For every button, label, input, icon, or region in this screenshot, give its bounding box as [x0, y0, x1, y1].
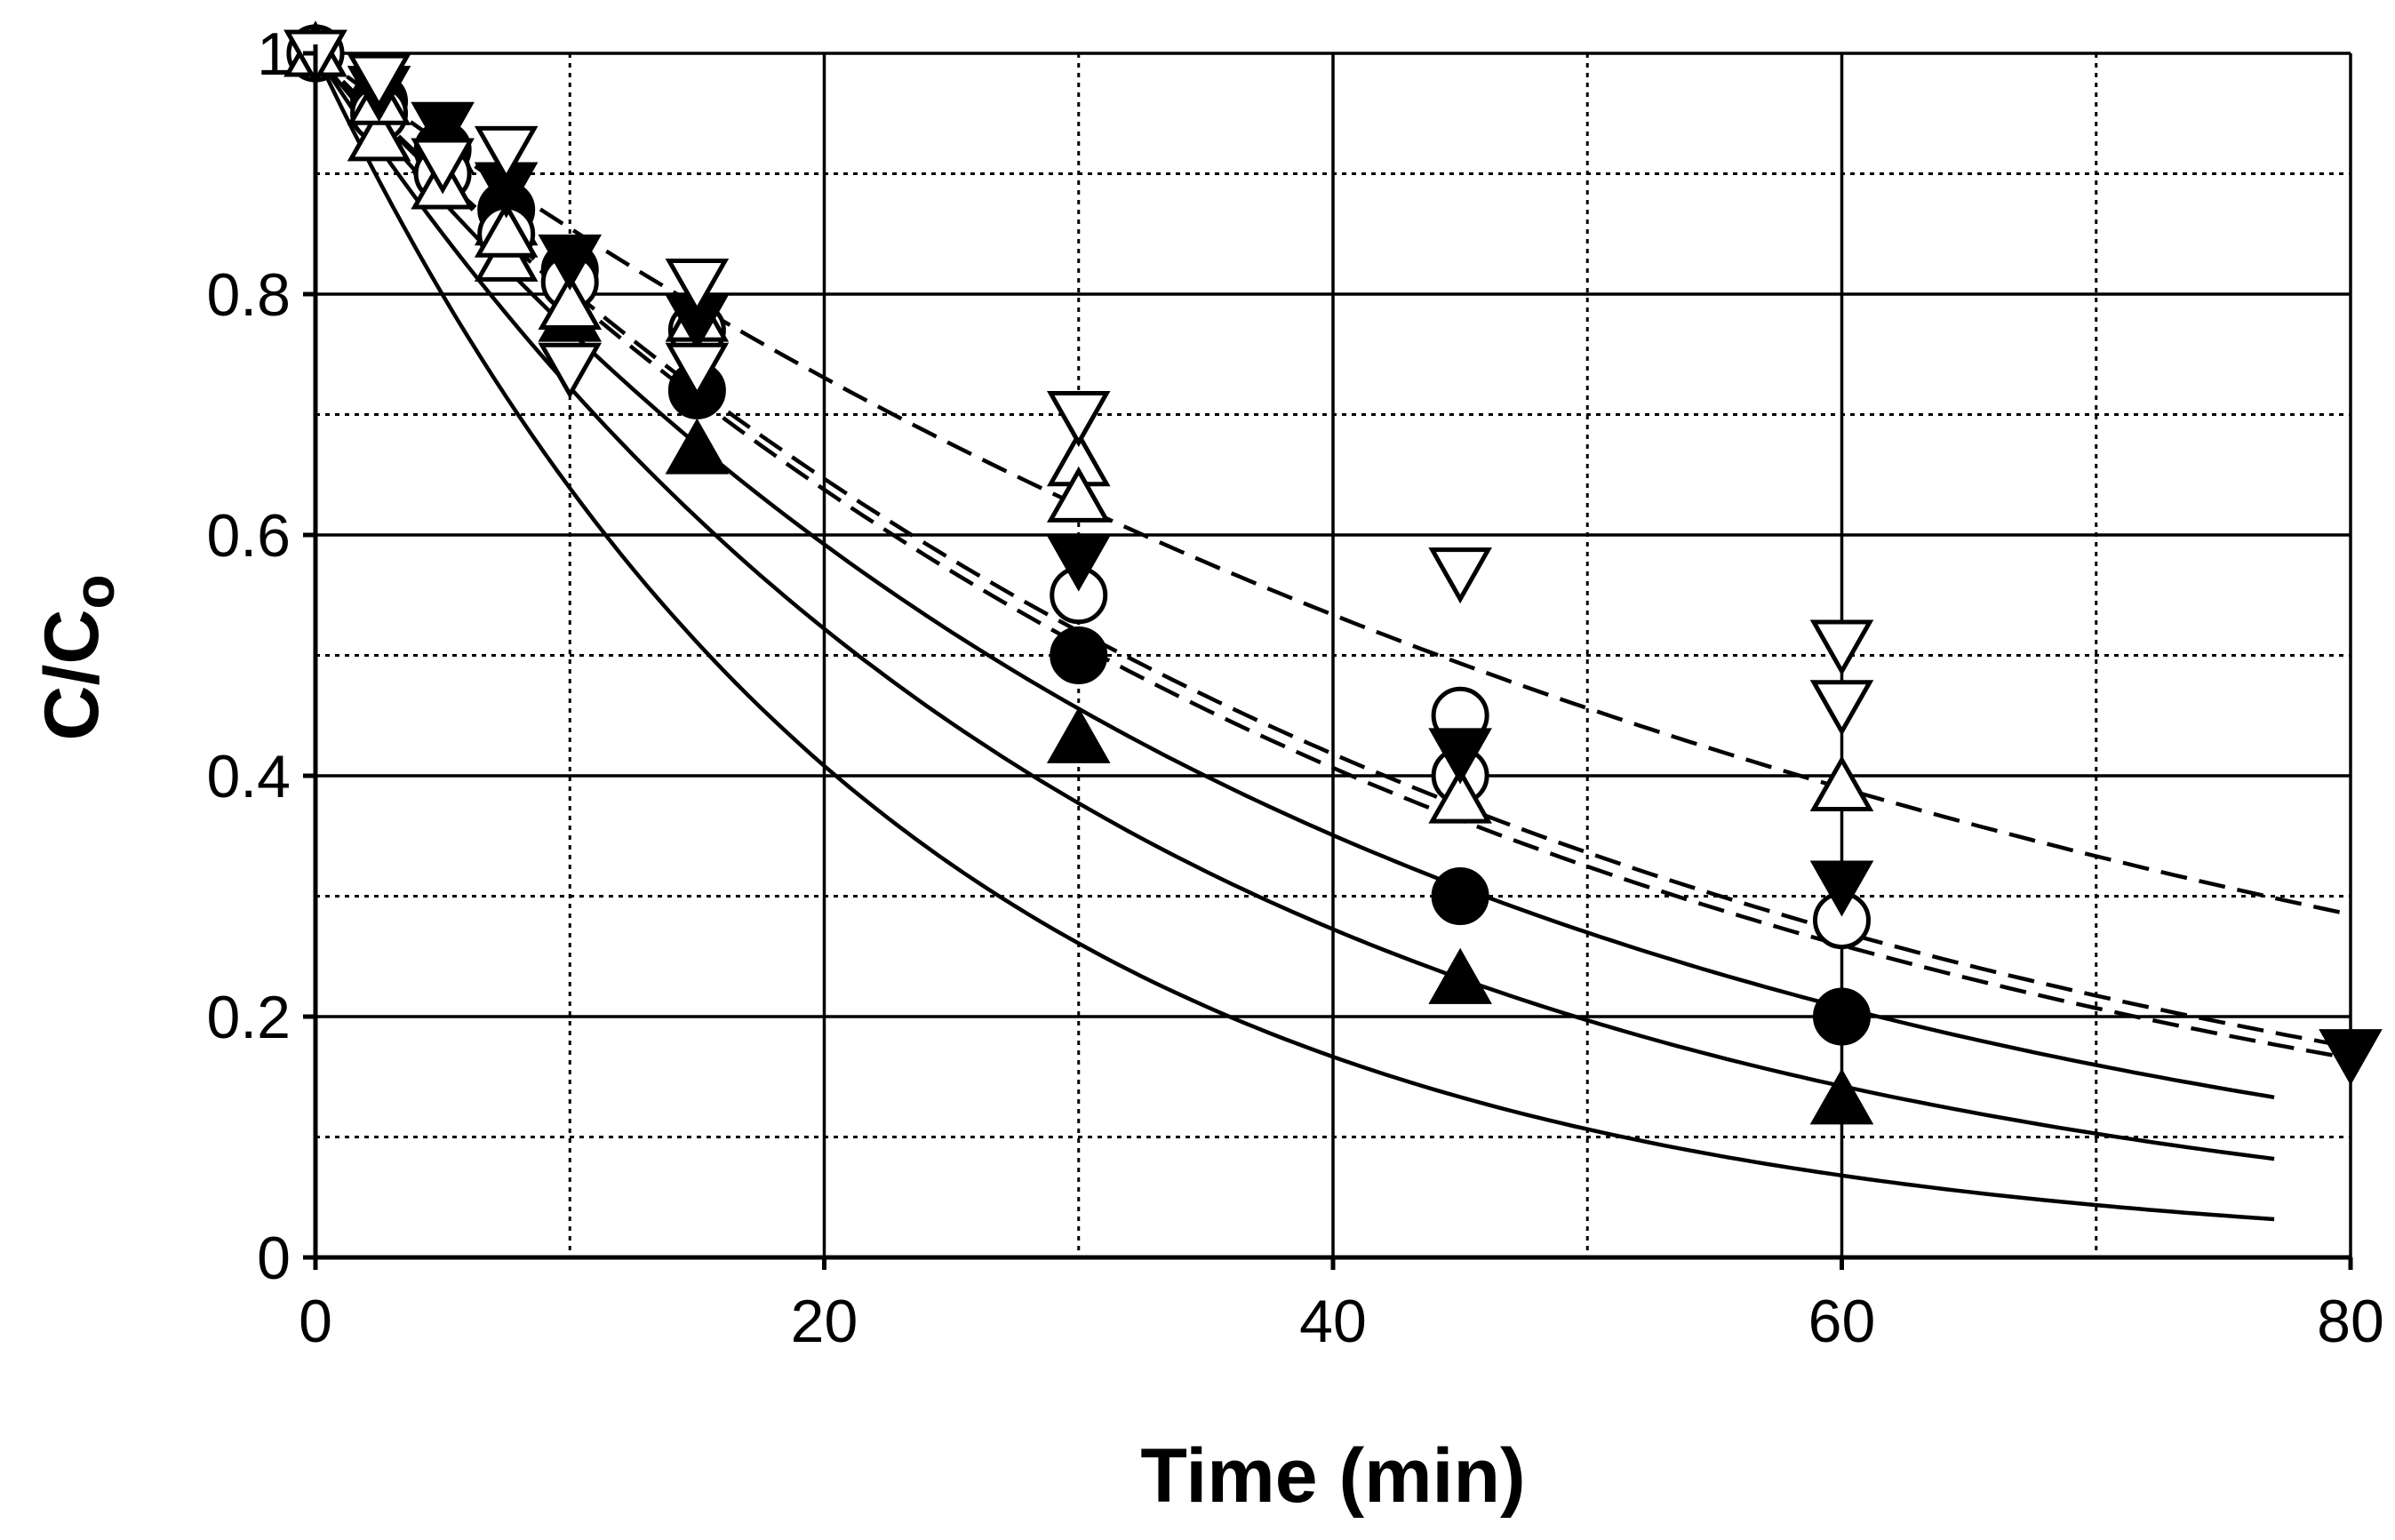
marker-open-triangle-down: [1809, 619, 1874, 676]
x-axis-title: Time (min): [1140, 1433, 1525, 1519]
y-tick-label: 1: [257, 20, 291, 88]
marker-filled-triangle-up: [1809, 1068, 1874, 1125]
fit-curve-solid: [314, 52, 2275, 1161]
marker-filled-triangle-down: [2319, 1029, 2383, 1086]
marker-open-triangle-down: [347, 53, 411, 110]
x-tick-label: 80: [2317, 1288, 2384, 1355]
marker-filled-triangle-down: [411, 101, 475, 158]
y-tick-label: 0.4: [206, 743, 291, 810]
marker-open-triangle-down: [665, 258, 730, 315]
x-tick-label: 60: [1808, 1288, 1876, 1355]
y-axis-title-subscript: o: [62, 574, 126, 609]
marker-open-triangle-down: [411, 138, 475, 195]
marker-filled-circle: [1050, 626, 1108, 684]
marker-filled-circle: [1813, 987, 1871, 1046]
marker-open-triangle-up: [1046, 466, 1111, 523]
y-tick-label: 0: [257, 1225, 291, 1292]
marker-open-triangle-down: [665, 342, 730, 399]
marker-open-triangle-down: [1809, 680, 1874, 737]
marker-filled-triangle-down: [1046, 535, 1111, 592]
y-tick-label: 0.6: [206, 502, 291, 570]
marker-filled-triangle-down: [538, 234, 603, 291]
y-tick-label: 0.8: [206, 261, 291, 329]
fit-curve-solid: [314, 52, 2275, 1100]
fit-curve-dashed: [314, 52, 2351, 1049]
fit-curve-solid: [313, 52, 2275, 1222]
marker-filled-triangle-down: [1809, 860, 1874, 917]
marker-filled-triangle-up: [665, 418, 730, 475]
fit-curve-dashed: [314, 52, 2351, 1061]
x-tick-label: 0: [299, 1288, 332, 1355]
y-axis-title-main: C/C: [29, 609, 115, 740]
marker-filled-triangle-down: [1428, 728, 1492, 785]
marker-open-triangle-down: [1428, 547, 1492, 604]
y-tick-label: 0.2: [206, 984, 291, 1051]
marker-open-triangle-up: [474, 201, 539, 258]
marker-open-triangle-up: [538, 273, 603, 331]
x-tick-label: 40: [1299, 1288, 1367, 1355]
y-axis-title: C/Co: [29, 574, 126, 740]
marker-open-triangle-down: [1046, 391, 1111, 448]
marker-open-triangle-up: [347, 105, 411, 162]
fit-curves: [313, 52, 2351, 1222]
axes: [303, 44, 2353, 1270]
svg-text:C/Co: C/Co: [29, 574, 126, 740]
x-tick-label: 20: [791, 1288, 858, 1355]
marker-open-triangle-down: [474, 125, 539, 182]
marker-open-triangle-up: [1428, 767, 1492, 824]
marker-filled-circle: [1431, 867, 1489, 925]
marker-open-triangle-down: [538, 342, 603, 399]
marker-filled-triangle-up: [1428, 947, 1492, 1004]
marker-open-triangle-up: [1809, 754, 1874, 812]
marker-filled-triangle-up: [1046, 706, 1111, 763]
fit-curve-dashed: [314, 52, 2351, 917]
tick-labels: 0 20 40 60 80 0 0.2 0.4 0.6 0.8 1: [206, 20, 2383, 1355]
